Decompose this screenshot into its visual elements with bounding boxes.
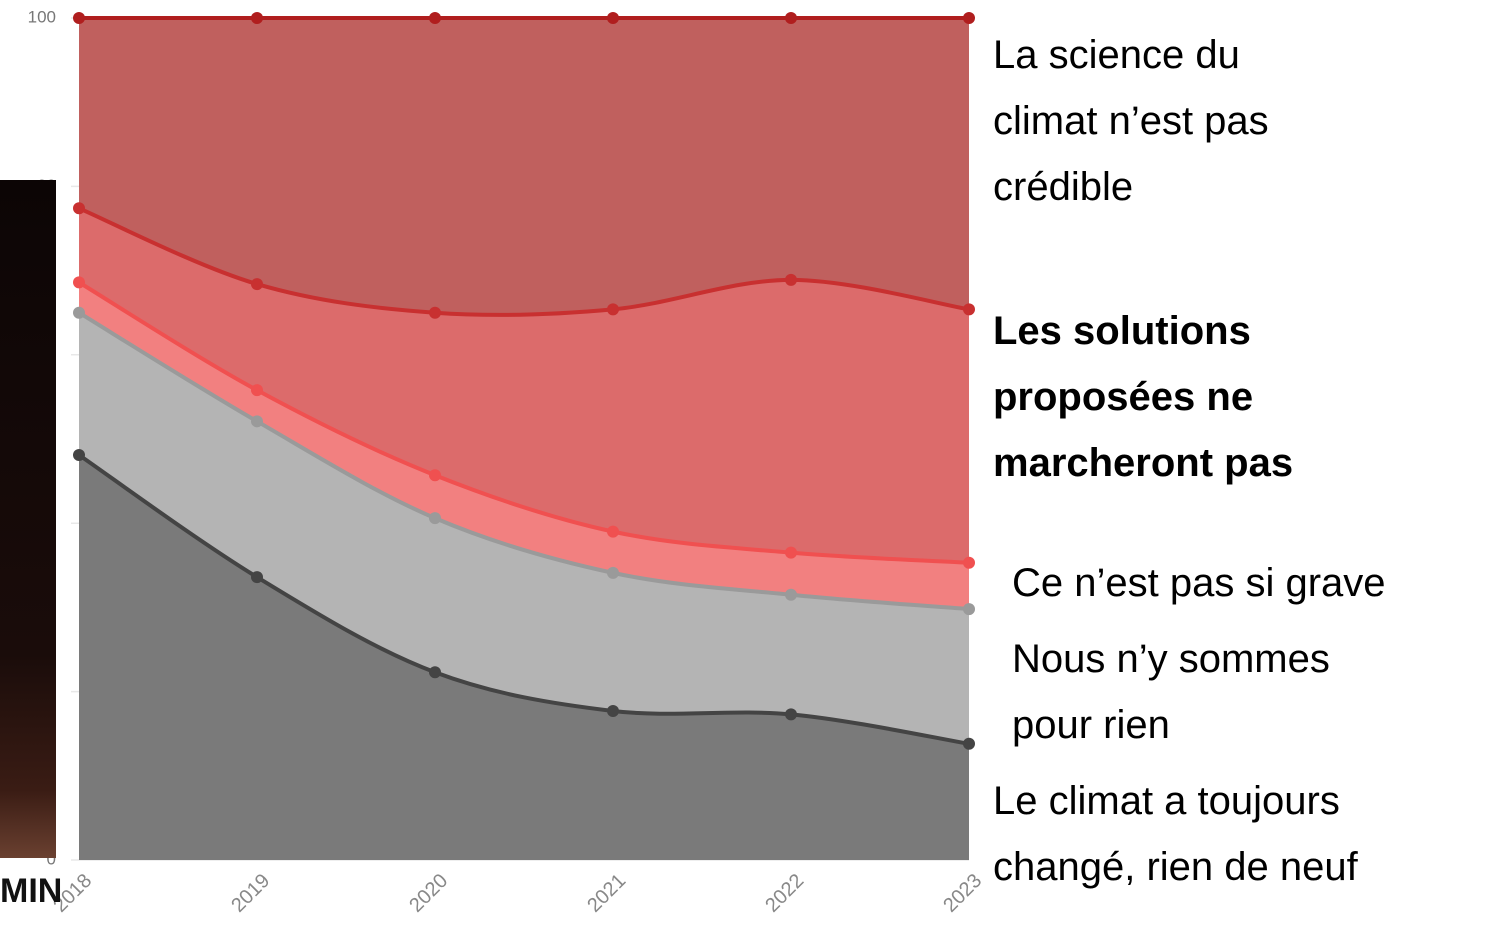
point — [607, 12, 619, 24]
point — [251, 278, 263, 291]
series-label: Le climat a toujours changé, rien de neu… — [993, 779, 1358, 889]
point — [73, 12, 85, 24]
point — [429, 469, 441, 482]
series-label: Les solutions proposées ne marcheront pa… — [993, 309, 1294, 485]
area — [79, 18, 969, 315]
x-tick-label: 2021 — [583, 870, 630, 917]
series-line — [78, 206, 970, 317]
point — [785, 588, 797, 601]
point — [963, 12, 975, 24]
series-label: La science du climat n’est pas crédible — [993, 33, 1269, 209]
x-tick-label: 2022 — [761, 870, 808, 917]
point — [785, 708, 797, 721]
point — [963, 556, 975, 569]
point — [607, 303, 619, 316]
point — [73, 448, 85, 461]
point — [963, 603, 975, 616]
point — [251, 384, 263, 397]
point — [251, 415, 263, 428]
photo-overlay — [0, 180, 56, 858]
point — [73, 306, 85, 319]
point — [963, 303, 975, 316]
area — [79, 282, 969, 610]
x-tick-label: 2020 — [405, 870, 452, 917]
photo-caption: MIN — [0, 872, 63, 910]
point — [785, 546, 797, 559]
x-tick-label: 2023 — [939, 870, 986, 917]
point — [785, 273, 797, 286]
point — [429, 512, 441, 525]
y-tick-label: 0 — [47, 849, 56, 868]
point — [73, 276, 85, 289]
point — [429, 306, 441, 319]
point — [251, 571, 263, 584]
point — [607, 566, 619, 579]
point — [251, 12, 263, 24]
series-line — [77, 453, 970, 746]
x-tick-label: 2019 — [227, 870, 274, 917]
point — [785, 12, 797, 24]
point — [963, 737, 975, 750]
series-line — [77, 310, 970, 612]
series-label: Nous n’y sommes pour rien — [1012, 637, 1330, 747]
area — [79, 312, 969, 744]
area — [79, 454, 969, 860]
point — [429, 12, 441, 24]
point — [607, 525, 619, 538]
point — [607, 704, 619, 717]
series-label: Ce n’est pas si grave — [1012, 561, 1386, 605]
y-tick-label: 100 — [28, 7, 56, 26]
point — [429, 666, 441, 679]
point — [73, 202, 85, 215]
series-line — [77, 280, 970, 565]
